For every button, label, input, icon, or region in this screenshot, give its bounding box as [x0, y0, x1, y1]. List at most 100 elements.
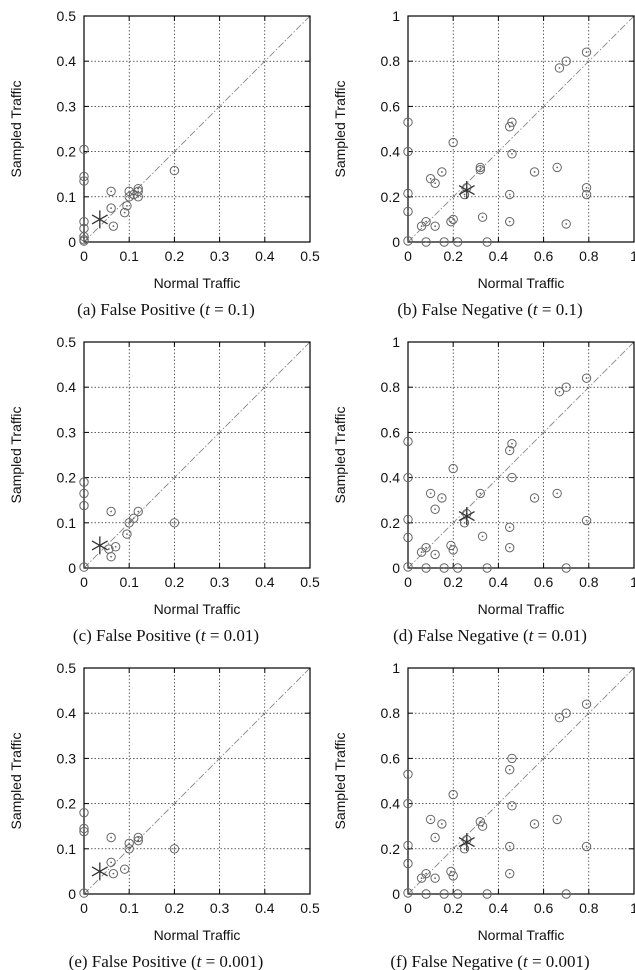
data-point: [554, 63, 565, 73]
x-tick-label: 0.6: [534, 248, 554, 264]
data-point: [421, 868, 431, 879]
data-point-ring: [129, 513, 139, 523]
data-point: [124, 844, 134, 854]
data-point: [554, 713, 565, 723]
data-point-center: [110, 861, 113, 864]
data-point: [430, 221, 440, 231]
data-point-center: [83, 148, 85, 151]
data-point-center: [452, 141, 455, 144]
data-point-ring: [505, 841, 515, 852]
data-point-center: [486, 567, 488, 569]
data-point: [507, 439, 517, 449]
data-point-center: [112, 872, 115, 875]
data-point-ring: [169, 844, 180, 854]
data-point-center: [137, 839, 140, 842]
data-point-center: [434, 553, 437, 556]
scatter-panel: 0 0.1 0.2 0.3 0.4 0.5 0 0.1 0.2 0.3 0.4 0.5 Normal T…: [8, 660, 320, 970]
data-point-ring: [124, 838, 134, 849]
data-point-center: [407, 440, 409, 443]
data-point: [129, 513, 139, 523]
data-point: [505, 189, 515, 200]
x-tick-label: 0.4: [489, 574, 509, 590]
data-point: [581, 515, 592, 526]
data-point-center: [407, 536, 409, 539]
data-point-center: [508, 193, 511, 196]
data-point-ring: [133, 506, 143, 517]
data-point-ring: [106, 506, 116, 517]
data-point-ring: [430, 221, 440, 231]
data-point: [561, 889, 571, 899]
data-point-center: [556, 166, 559, 169]
data-point-ring: [421, 563, 431, 573]
data-point-center: [434, 836, 437, 839]
data-point-center: [123, 868, 126, 871]
y-axis-label: Sampled Traffic: [8, 732, 24, 829]
data-point: [169, 844, 180, 854]
data-point-center: [443, 893, 446, 895]
x-tick-label: 0.8: [579, 574, 599, 590]
data-point: [453, 563, 463, 573]
data-point-center: [132, 517, 135, 520]
data-point-ring: [79, 216, 89, 227]
data-point-ring: [421, 542, 431, 553]
data-point-center: [585, 703, 588, 706]
data-point: [482, 889, 492, 899]
data-point-ring: [552, 814, 562, 825]
data-point-center: [434, 182, 437, 185]
data-point-center: [407, 862, 409, 865]
data-point-ring: [108, 221, 119, 231]
data-point: [108, 868, 119, 879]
data-point-ring: [79, 826, 89, 837]
data-point: [446, 216, 456, 227]
data-point-center: [407, 802, 409, 805]
data-point-center: [110, 510, 113, 513]
data-point-center: [407, 565, 409, 568]
data-point-center: [456, 241, 459, 243]
data-point-ring: [106, 203, 116, 213]
panel-caption: (d) False Negative (t = 0.01): [393, 626, 587, 645]
star-stroke: [458, 510, 475, 522]
y-tick-label: 0.4: [57, 379, 77, 395]
data-point-ring: [475, 816, 486, 827]
data-point: [552, 488, 562, 499]
data-point: [79, 823, 89, 834]
data-point: [507, 753, 517, 764]
caption-prefix: (d) False Negative (: [393, 626, 529, 645]
caption-prefix: (f) False Negative (: [390, 952, 523, 970]
data-point-center: [508, 546, 511, 549]
data-point: [554, 387, 565, 397]
data-point-center: [479, 166, 482, 169]
data-point-ring: [79, 807, 89, 818]
data-point-ring: [437, 493, 447, 503]
data-point-ring: [459, 189, 470, 200]
data-point-center: [511, 152, 513, 155]
data-point-center: [83, 827, 85, 830]
data-point-ring: [581, 373, 592, 383]
caption-suffix: = 0.1): [210, 300, 255, 319]
data-point-ring: [581, 515, 592, 526]
x-tick-label: 0.3: [210, 248, 230, 264]
data-point-ring: [124, 192, 134, 202]
caption-variable: t: [529, 626, 535, 645]
data-point-center: [443, 241, 446, 243]
data-point: [459, 844, 470, 854]
y-tick-label: 0: [392, 886, 400, 902]
data-point-ring: [554, 387, 565, 397]
data-point: [169, 518, 180, 528]
y-axis-label: Sampled Traffic: [8, 80, 24, 177]
data-point: [477, 821, 488, 831]
caption-suffix: = 0.01): [533, 626, 587, 645]
data-point-center: [110, 555, 113, 558]
y-tick-label: 0.4: [57, 705, 77, 721]
x-tick-label: 0.5: [300, 900, 320, 916]
data-point: [110, 542, 121, 552]
panel-caption: (a) False Positive (t = 0.1): [77, 300, 255, 319]
data-point: [581, 699, 592, 709]
data-point-ring: [79, 562, 89, 572]
data-point-ring: [403, 514, 413, 525]
data-point-center: [456, 567, 459, 569]
y-tick-label: 0: [392, 560, 400, 576]
data-point: [505, 542, 515, 553]
data-point: [475, 488, 486, 499]
data-point: [403, 840, 413, 851]
